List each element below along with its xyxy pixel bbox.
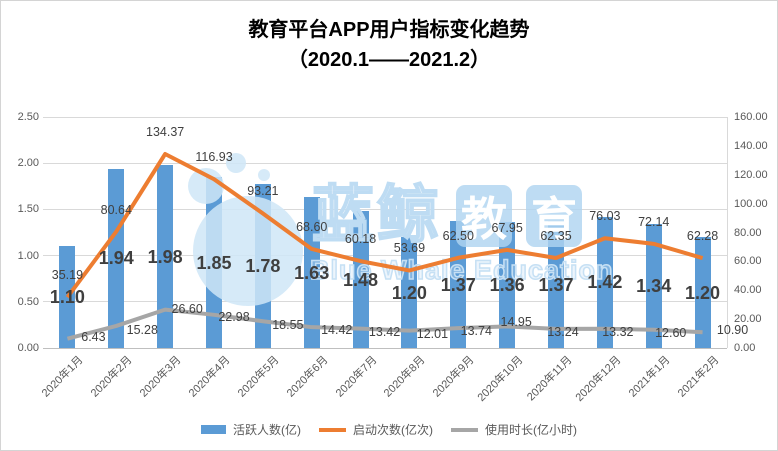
watermark-blob-icon: [258, 169, 270, 181]
line2-value-label: 12.60: [655, 325, 687, 340]
line1-value-label: 93.21: [247, 184, 279, 199]
right-axis-tick: 20.00: [734, 313, 762, 326]
left-axis-tick: 1.50: [17, 203, 39, 216]
left-axis-tick: 2.50: [17, 111, 39, 123]
gridline: [43, 347, 727, 349]
legend-line-swatch-icon: [319, 427, 346, 432]
right-axis-line: [727, 117, 728, 348]
legend-item-active-users: 活跃人数(亿): [201, 421, 301, 438]
legend-label: 启动次数(亿次): [353, 423, 433, 437]
legend-item-launch-count: 启动次数(亿次): [319, 421, 433, 438]
gridline: [43, 301, 727, 303]
legend-label: 使用时长(亿小时): [485, 423, 577, 437]
chart-title: 教育平台APP用户指标变化趋势 （2020.1——2021.2）: [1, 15, 777, 75]
line2-value-label: 15.28: [126, 322, 158, 337]
legend: 活跃人数(亿) 启动次数(亿次) 使用时长(亿小时): [1, 421, 777, 438]
line1-value-label: 116.93: [195, 150, 233, 165]
right-axis-tick: 120.00: [734, 168, 768, 181]
chart-title-line1: 教育平台APP用户指标变化趋势: [248, 19, 530, 41]
line1-value-label: 35.19: [51, 268, 84, 283]
right-axis-tick: 100.00: [734, 197, 768, 210]
left-axis-tick: 2.00: [17, 157, 39, 170]
right-axis-tick: 60.00: [734, 255, 762, 268]
right-axis-tick: 0.00: [734, 342, 756, 354]
line1-value-label: 80.64: [100, 202, 132, 217]
line1-value-label: 62.28: [686, 229, 719, 244]
left-axis-tick: 1.00: [17, 249, 39, 262]
legend-line-swatch-icon: [451, 427, 478, 432]
right-axis-tick: 80.00: [734, 226, 762, 239]
bar-value-label: 1.20: [685, 282, 721, 303]
right-axis-tick: 160.00: [734, 111, 768, 123]
legend-item-usage-hours: 使用时长(亿小时): [451, 421, 577, 438]
right-axis-tick: 140.00: [734, 139, 768, 152]
line1-value-label: 72.14: [638, 214, 670, 229]
line2-value-label: 10.90: [716, 323, 749, 338]
legend-label: 活跃人数(亿): [233, 423, 301, 437]
chart-title-line2: （2020.1——2021.2）: [287, 49, 491, 71]
gridline: [43, 162, 727, 164]
right-axis-tick: 40.00: [734, 284, 762, 297]
gridline: [43, 116, 727, 118]
left-axis-tick: 0.50: [17, 295, 39, 308]
line1-value-label: 62.35: [540, 228, 572, 243]
line1-value-label: 134.37: [146, 125, 185, 139]
legend-bar-swatch-icon: [201, 425, 226, 434]
bar-value-label: 1.10: [49, 287, 85, 308]
left-axis-tick: 0.00: [17, 342, 39, 354]
